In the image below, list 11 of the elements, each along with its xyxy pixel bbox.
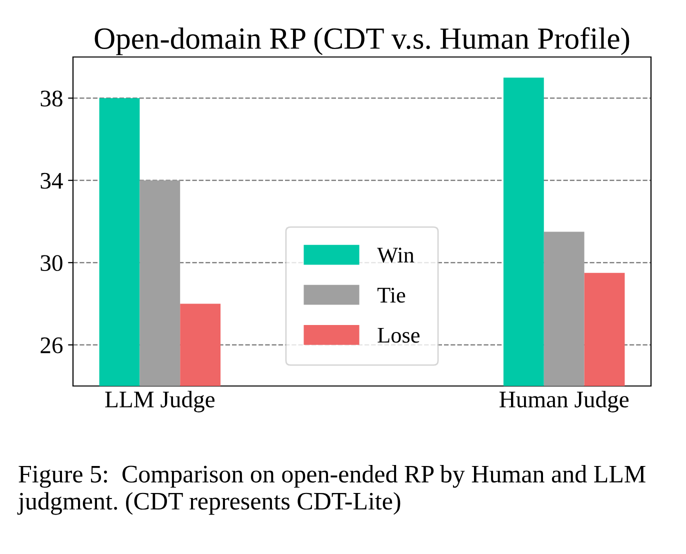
x-tick-label: LLM Judge	[105, 390, 214, 412]
legend-label: Win	[377, 248, 414, 263]
chart-title: Open-domain RP (CDT v.s. Human Profile)	[94, 27, 630, 56]
y-tick-label: 26	[40, 337, 63, 354]
y-tick-label: 38	[40, 90, 62, 107]
caption: Figure 5: Comparison on open-ended RP by Human and LLM judgment. (CDT represents CDT-Lite)	[17, 465, 646, 515]
y-tick-label: 34	[40, 172, 63, 189]
x-tick-label: Human Judge	[500, 390, 629, 412]
y-tick-label: 30	[40, 255, 62, 272]
legend-label: Lose	[378, 328, 420, 343]
legend-label: Tie	[377, 288, 406, 303]
